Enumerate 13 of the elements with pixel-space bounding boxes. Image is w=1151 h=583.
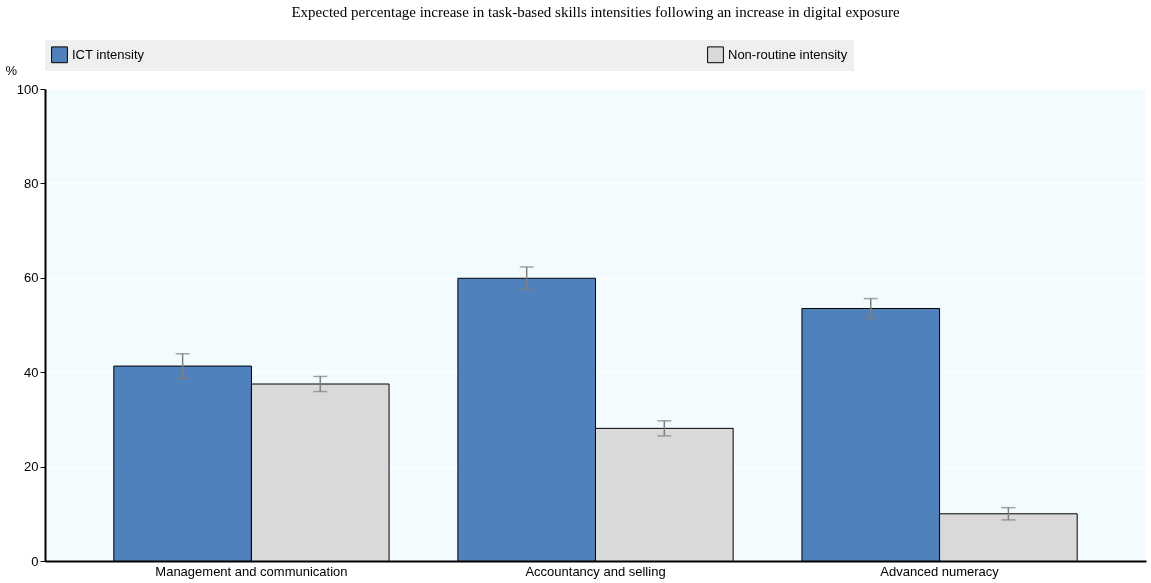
chart-title: Expected percentage increase in task-based skills intensities following an increase in digital exposure (291, 4, 900, 20)
x-tick-label: Accountancy and selling (525, 563, 666, 579)
legend-label: ICT intensity (72, 46, 145, 62)
x-tick-label: Advanced numeracy (880, 563, 1000, 579)
y-tick-label: 40 (24, 364, 39, 380)
y-tick-label: 100 (16, 81, 39, 97)
y-tick-label: 60 (24, 270, 39, 286)
y-tick-label: 0 (31, 553, 39, 569)
legend-label: Non-routine intensity (728, 46, 848, 62)
y-tick-label: 20 (24, 459, 39, 475)
x-tick-label: Management and communication (155, 563, 348, 579)
y-axis-title: % (5, 62, 18, 78)
y-tick-label: 80 (24, 175, 39, 191)
